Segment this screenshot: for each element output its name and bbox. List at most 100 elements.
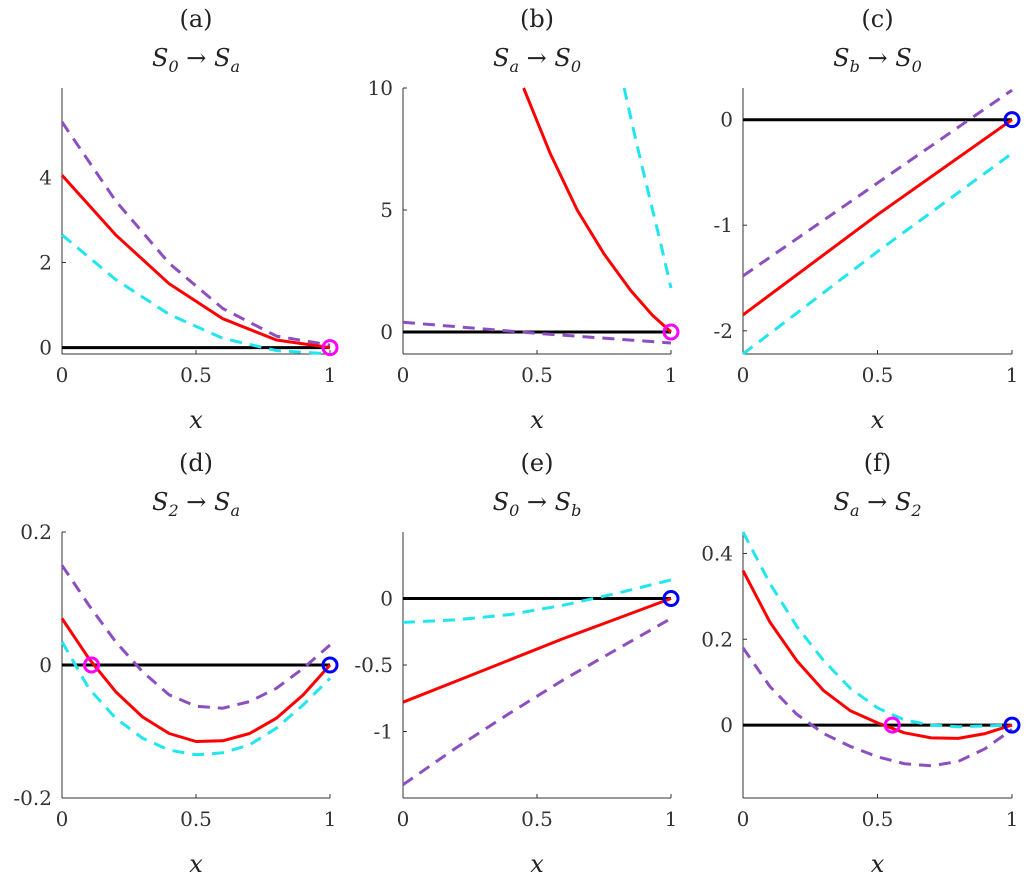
title-to: S <box>895 488 911 516</box>
title-arrow: → <box>179 488 214 516</box>
title-to: S <box>554 44 570 72</box>
series-line-upper-dashed <box>402 617 672 786</box>
series-group <box>60 121 331 356</box>
x-tick-label: 0 <box>737 363 750 387</box>
marker-blue <box>321 656 339 674</box>
title-arrow: → <box>179 44 214 72</box>
title-from: S <box>833 44 849 72</box>
series-group <box>741 531 1013 768</box>
marker-blue <box>662 590 680 607</box>
series-line-lower-dashed <box>622 87 673 289</box>
series-line-solution <box>742 118 1013 317</box>
title-from: S <box>833 488 849 516</box>
y-tick-label: 0.4 <box>701 541 733 565</box>
x-tick-label: 1 <box>324 363 337 387</box>
x-tick-label: 1 <box>1006 363 1019 387</box>
y-tick-label: 0 <box>380 320 393 344</box>
series-line-lower-dashed <box>402 578 672 624</box>
title-from_sub: 2 <box>167 501 178 520</box>
panel-title: Sa → S0 <box>493 44 581 76</box>
y-tick-label: 0.2 <box>701 627 733 651</box>
x-tick-label: 0.5 <box>862 363 894 387</box>
x-tick-label: 0.5 <box>180 363 212 387</box>
marker-blue <box>1003 111 1021 129</box>
x-tick-label: 0 <box>56 807 69 831</box>
y-tick-label: -0.5 <box>354 653 393 677</box>
title-arrow: → <box>859 488 894 516</box>
x-tick-label: 0.5 <box>521 363 553 387</box>
title-to_sub: a <box>230 57 240 76</box>
series-line-upper-dashed <box>60 121 331 347</box>
x-tick-label: 0 <box>56 363 69 387</box>
series-line-solution <box>522 87 673 334</box>
title-from_sub: a <box>509 57 519 76</box>
panel-label: (d) <box>179 449 213 477</box>
series-line-solution <box>60 174 331 350</box>
x-axis-label: x <box>530 850 544 878</box>
series-group <box>60 564 332 757</box>
panel-title: Sb → S0 <box>833 44 922 76</box>
title-from: S <box>493 44 509 72</box>
series-line-solution <box>60 617 332 743</box>
title-arrow: → <box>519 488 554 516</box>
panel-d: 0 0.5 1-0.200.2(d)S2 → Sax <box>13 449 339 878</box>
y-tick-label: 0 <box>380 587 393 611</box>
x-tick-label: 0.5 <box>180 807 212 831</box>
series-line-lower-dashed <box>742 152 1013 356</box>
marker-magenta <box>321 339 339 357</box>
y-tick-label: -1 <box>714 213 733 237</box>
series-line-solution <box>402 597 672 704</box>
panel-label: (f) <box>864 449 892 477</box>
series-line-upper-dashed <box>402 320 672 345</box>
x-tick-label: 0.5 <box>862 807 894 831</box>
x-axis-label: x <box>871 850 885 878</box>
title-from_sub: 0 <box>509 501 519 520</box>
title-from: S <box>493 488 509 516</box>
panel-c: 0 0.5 1-2-10(c)Sb → S0x <box>714 5 1021 434</box>
title-to: S <box>895 44 911 72</box>
x-tick-label: 1 <box>1006 807 1019 831</box>
series-line-upper-dashed <box>741 646 1013 768</box>
title-to_sub: 2 <box>910 501 921 520</box>
panel-f: 0 0.5 100.20.4(f)Sa → S2x <box>701 449 1021 878</box>
x-axis-label: x <box>189 850 203 878</box>
y-tick-label: 5 <box>380 198 393 222</box>
marker-magenta <box>82 656 100 674</box>
title-from: S <box>152 44 168 72</box>
panel-title: S0 → Sa <box>152 44 240 76</box>
title-from_sub: 0 <box>168 57 178 76</box>
title-arrow: → <box>519 44 554 72</box>
title-to_sub: b <box>571 501 581 520</box>
y-tick-label: -0.2 <box>13 786 52 810</box>
y-tick-label: 0 <box>39 336 52 360</box>
panel-title: S2 → Sa <box>152 488 240 520</box>
x-axis-label: x <box>871 406 885 434</box>
y-tick-label: 0.2 <box>20 520 52 544</box>
series-group <box>742 88 1013 356</box>
title-to: S <box>555 488 571 516</box>
x-tick-label: 1 <box>324 807 337 831</box>
title-to: S <box>214 488 230 516</box>
title-arrow: → <box>860 44 895 72</box>
title-to_sub: 0 <box>571 57 581 76</box>
x-axis-label: x <box>530 406 544 434</box>
y-tick-label: -1 <box>374 720 393 744</box>
series-line-lower-dashed <box>60 640 332 757</box>
x-tick-label: 0 <box>737 807 750 831</box>
y-tick-label: 4 <box>39 165 52 189</box>
series-line-upper-dashed <box>60 564 331 710</box>
x-tick-label: 0 <box>397 363 410 387</box>
y-tick-label: 0 <box>720 108 733 132</box>
title-from_sub: a <box>850 501 860 520</box>
marker-blue <box>1003 716 1021 734</box>
x-tick-label: 0.5 <box>521 807 553 831</box>
panel-title: S0 → Sb <box>493 488 582 520</box>
panel-label: (c) <box>861 5 893 33</box>
x-tick-label: 1 <box>665 363 678 387</box>
y-tick-label: 2 <box>39 250 52 274</box>
panel-label: (a) <box>179 5 212 33</box>
title-from: S <box>152 488 168 516</box>
title-to: S <box>214 44 230 72</box>
